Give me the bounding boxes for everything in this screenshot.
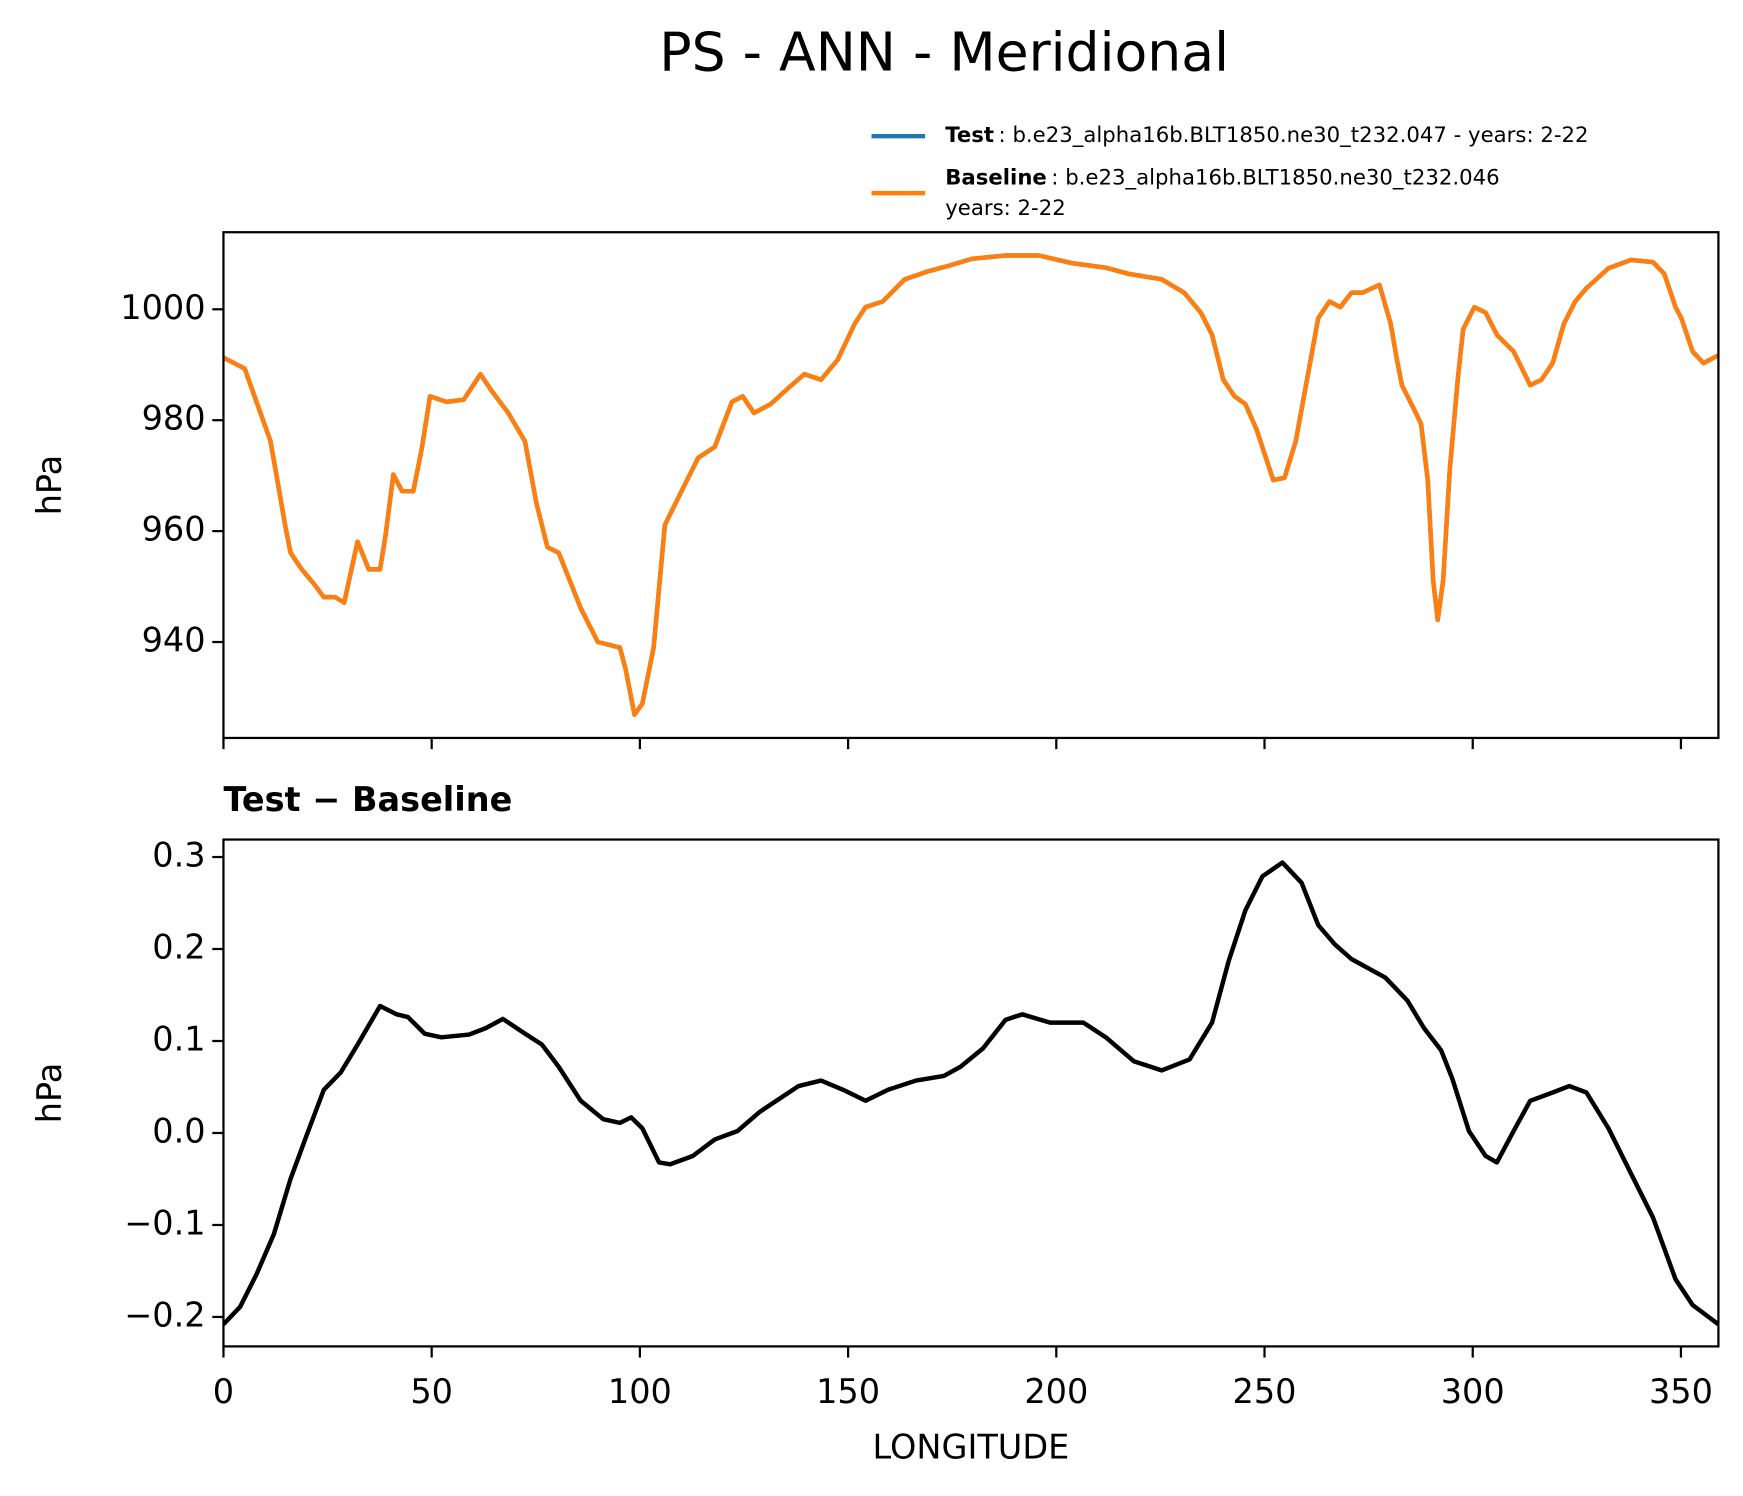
y-tick-label: 0.1 [152, 1020, 205, 1059]
data-line [223, 253, 1719, 717]
x-tick-label: 350 [1649, 1372, 1713, 1411]
y-tick-label: −0.1 [124, 1203, 205, 1242]
legend-label: : b.e23_alpha16b.BLT1850.ne30_t232.046 [1051, 166, 1499, 191]
legend-name: Test [945, 123, 994, 148]
y-tick-label: 0.3 [152, 836, 205, 875]
legend-label: : b.e23_alpha16b.BLT1850.ne30_t232.047 -… [999, 123, 1589, 148]
y-tick-label: −0.2 [124, 1295, 205, 1334]
y-tick-label: 980 [142, 399, 206, 438]
data-line [223, 253, 1719, 717]
legend-label: years: 2-22 [945, 196, 1066, 221]
subplot-title: Test − Baseline [223, 780, 512, 819]
figure-title: PS - ANN - Meridional [659, 20, 1229, 83]
plot-frame [222, 231, 1720, 740]
x-tick-label: 100 [608, 1372, 672, 1411]
y-tick-label: 960 [142, 510, 206, 549]
y-tick-label: 0.0 [152, 1111, 205, 1150]
y-tick-label: 0.2 [152, 928, 205, 967]
x-tick-label: 0 [213, 1372, 234, 1411]
x-tick-label: 150 [816, 1372, 880, 1411]
legend-name: Baseline [945, 166, 1047, 191]
x-axis-label: LONGITUDE [873, 1428, 1070, 1467]
data-line [223, 860, 1719, 1327]
x-tick-label: 300 [1441, 1372, 1505, 1411]
y-tick-label: 940 [142, 621, 206, 660]
x-tick-label: 250 [1233, 1372, 1297, 1411]
y-axis-label: hPa [30, 455, 69, 515]
plot-frame [222, 838, 1720, 1348]
y-tick-label: 1000 [120, 288, 205, 327]
x-tick-label: 50 [410, 1372, 453, 1411]
x-tick-label: 200 [1024, 1372, 1088, 1411]
y-axis-label: hPa [30, 1063, 69, 1123]
